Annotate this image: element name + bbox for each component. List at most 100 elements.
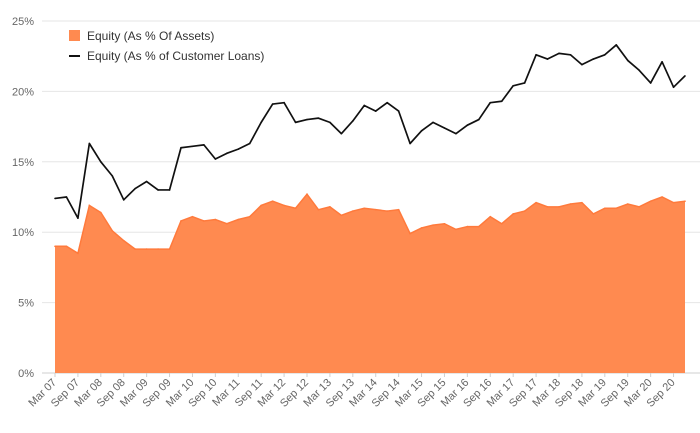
data-point-loans [638, 69, 640, 72]
series-line [54, 44, 686, 219]
data-point-assets [386, 210, 388, 212]
data-point-assets [535, 201, 537, 204]
data-point-loans [157, 189, 159, 191]
legend-swatch-assets [69, 30, 80, 41]
data-point-assets [661, 196, 663, 198]
data-point-loans [340, 132, 343, 135]
data-point-assets [626, 203, 629, 205]
data-point-assets [111, 229, 114, 232]
area-outline-equity-assets [55, 192, 686, 255]
data-point-loans [214, 158, 217, 160]
data-point-loans [535, 53, 537, 56]
data-point-loans [558, 52, 560, 55]
data-point-assets [100, 211, 102, 214]
data-point-loans [443, 127, 446, 129]
data-point-assets [409, 232, 411, 235]
data-point-loans [386, 101, 388, 104]
data-point-assets [592, 213, 595, 215]
data-point-assets [363, 207, 366, 210]
data-point-loans [203, 144, 205, 146]
data-point-assets [443, 222, 446, 225]
data-point-loans [672, 86, 675, 88]
legend: Equity (As % Of Assets) Equity (As % of … [69, 29, 264, 63]
data-point-loans [100, 161, 102, 163]
data-point-assets [581, 201, 583, 204]
data-point-loans [88, 142, 91, 145]
y-tick-label: 10% [12, 227, 34, 239]
data-point-loans [684, 75, 686, 77]
data-point-assets [65, 245, 68, 248]
data-point-loans [283, 101, 285, 104]
data-point-assets [237, 218, 240, 221]
data-point-assets [271, 200, 274, 203]
data-point-assets [374, 208, 377, 211]
data-point-assets [455, 228, 457, 231]
data-point-assets [180, 220, 182, 222]
data-point-assets [214, 218, 217, 221]
data-point-assets [432, 224, 434, 226]
data-point-loans [329, 121, 331, 124]
data-point-loans [65, 196, 68, 198]
data-point-loans [523, 82, 526, 84]
data-point-assets [569, 203, 572, 205]
data-point-assets [145, 248, 148, 250]
data-point-loans [592, 58, 595, 60]
y-tick-label: 20% [12, 86, 34, 98]
data-point-loans [260, 121, 262, 124]
data-point-loans [432, 121, 434, 124]
data-point-loans [54, 197, 56, 200]
data-point-loans [500, 100, 503, 103]
data-point-assets [168, 248, 171, 250]
data-point-loans [363, 104, 366, 107]
data-point-assets [420, 227, 423, 229]
data-point-loans [661, 61, 663, 63]
data-point-assets [306, 193, 308, 195]
data-point-assets [649, 200, 652, 203]
data-point-assets [478, 225, 480, 228]
data-point-assets [134, 248, 136, 250]
data-point-assets [226, 222, 228, 225]
data-point-assets [122, 239, 125, 242]
data-point-loans [237, 148, 240, 150]
data-point-assets [317, 208, 320, 211]
data-point-loans [317, 117, 320, 119]
data-point-assets [615, 207, 618, 210]
data-point-loans [581, 63, 583, 66]
data-point-assets [191, 215, 194, 218]
data-point-loans [420, 130, 423, 132]
y-tick-label: 0% [18, 368, 34, 380]
data-point-assets [638, 206, 640, 208]
data-point-loans [294, 121, 297, 124]
data-point-loans [489, 101, 492, 104]
data-point-assets [512, 213, 514, 215]
data-point-assets [203, 220, 205, 222]
data-point-loans [626, 59, 629, 62]
data-point-assets [77, 252, 79, 255]
data-point-assets [558, 206, 560, 208]
legend-label-assets: Equity (As % Of Assets) [87, 29, 214, 43]
data-point-loans [191, 145, 194, 148]
data-point-assets [294, 207, 297, 210]
data-point-loans [512, 84, 514, 87]
data-point-loans [466, 124, 469, 126]
data-point-loans [248, 142, 251, 145]
data-point-loans [455, 132, 457, 135]
data-point-loans [352, 120, 354, 122]
data-point-loans [145, 180, 148, 183]
data-point-loans [111, 175, 114, 177]
data-point-loans [546, 58, 549, 60]
y-tick-label: 15% [12, 157, 34, 169]
data-point-assets [604, 207, 606, 210]
data-point-loans [569, 53, 572, 56]
data-point-assets [88, 204, 91, 207]
data-point-assets [466, 225, 469, 228]
data-point-assets [672, 201, 675, 204]
data-point-assets [500, 222, 503, 225]
data-point-assets [489, 215, 492, 218]
data-point-loans [77, 217, 79, 219]
data-point-loans [180, 146, 182, 149]
y-axis-tick-labels: 0% 5% 10% 15% 20% 25% [12, 16, 34, 380]
data-point-loans [271, 103, 274, 105]
